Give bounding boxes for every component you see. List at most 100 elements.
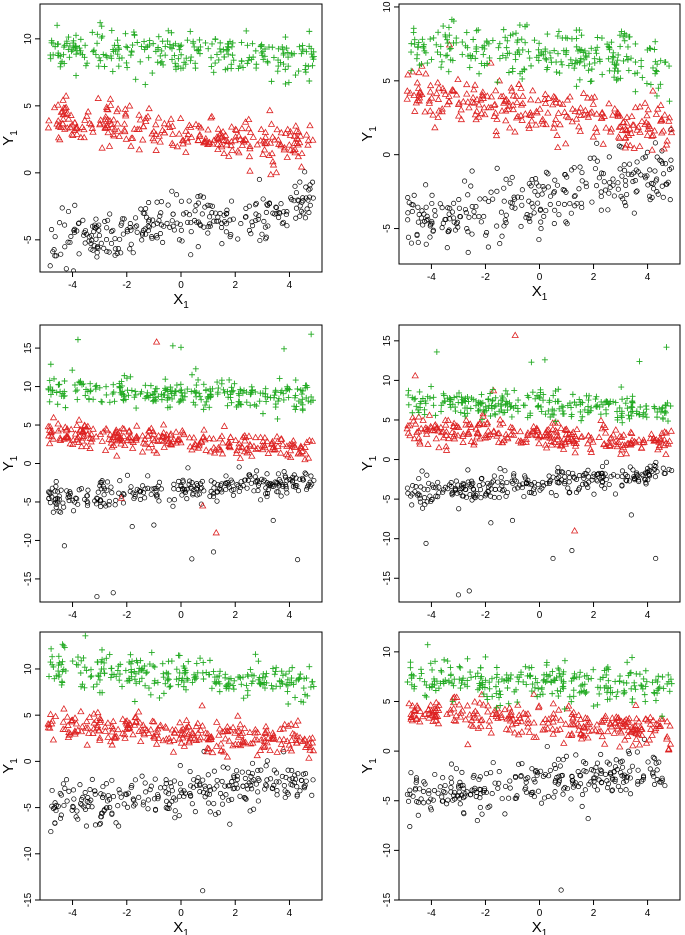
- circle-point: [194, 486, 200, 492]
- y-axis-label: Y1: [0, 758, 20, 774]
- circle-point: [470, 492, 477, 498]
- circle-point: [417, 492, 423, 498]
- circle-point: [274, 489, 280, 495]
- triangle-point: [607, 125, 616, 132]
- triangle-point: [62, 426, 71, 434]
- circle-point: [214, 783, 220, 789]
- plus-point: [238, 39, 245, 46]
- triangle-point: [143, 726, 151, 733]
- circle-point: [225, 765, 231, 771]
- triangle-point: [169, 141, 177, 148]
- circle-point: [442, 216, 448, 223]
- triangle-point: [197, 726, 205, 733]
- triangle-point: [90, 719, 98, 726]
- circle-point: [628, 791, 634, 797]
- circle-point: [104, 798, 111, 804]
- triangle-point: [549, 425, 557, 432]
- circle-point: [155, 794, 161, 800]
- circle-point: [171, 795, 177, 801]
- circle-point: [174, 220, 180, 226]
- triangle-point: [57, 123, 65, 130]
- circle-point: [285, 767, 291, 773]
- plus-point: [138, 666, 145, 673]
- triangle-point: [218, 449, 227, 457]
- circle-point: [276, 779, 282, 785]
- plus-point: [446, 46, 453, 53]
- triangle-point: [549, 100, 557, 108]
- plus-point: [606, 44, 613, 51]
- triangle-point: [573, 425, 581, 432]
- plus-point: [551, 676, 558, 683]
- circle-point: [619, 482, 625, 488]
- triangle-point: [556, 99, 564, 106]
- triangle-point: [190, 443, 199, 450]
- triangle-point: [565, 702, 573, 709]
- plus-point: [209, 40, 216, 47]
- plus-point: [303, 394, 310, 401]
- triangle-point: [108, 727, 116, 735]
- circle-point: [229, 796, 235, 802]
- plus-point: [229, 52, 236, 59]
- plus-point: [560, 404, 567, 411]
- circle-point: [134, 486, 140, 492]
- triangle-point: [154, 437, 162, 444]
- plus-point: [99, 656, 106, 663]
- plus-point: [275, 63, 282, 70]
- triangle-point: [510, 427, 518, 434]
- circle-point: [180, 211, 187, 217]
- triangle-point: [613, 722, 622, 729]
- circle-point: [513, 795, 519, 801]
- circle-point: [426, 480, 432, 486]
- circle-point: [263, 209, 269, 215]
- triangle-point: [150, 446, 158, 454]
- triangle-point: [133, 125, 141, 132]
- plus-point: [581, 681, 588, 688]
- plus-point: [409, 409, 416, 416]
- circle-point: [556, 474, 562, 480]
- triangle-point: [627, 439, 636, 446]
- plus-point: [170, 42, 177, 49]
- triangle-point: [154, 114, 163, 121]
- plus-point: [214, 673, 221, 680]
- circle-point: [591, 491, 597, 497]
- plus-point: [284, 383, 291, 390]
- plus-point: [299, 47, 306, 54]
- triangle-point: [304, 454, 313, 461]
- plus-point: [267, 394, 274, 401]
- plus-point: [108, 665, 115, 672]
- triangle-point: [141, 724, 149, 731]
- plus-point: [517, 70, 524, 77]
- triangle-point: [530, 690, 538, 697]
- circle-point: [586, 781, 592, 787]
- plus-point: [496, 688, 503, 695]
- plus-point: [540, 397, 547, 404]
- triangle-point: [424, 705, 433, 712]
- circle-point: [74, 808, 80, 814]
- plus-point: [494, 79, 501, 86]
- plus-point: [159, 660, 166, 667]
- triangle-point: [63, 713, 72, 720]
- triangle-point: [660, 144, 668, 152]
- plus-point: [74, 654, 81, 661]
- plus-point: [657, 57, 664, 64]
- circle-point: [585, 816, 591, 822]
- circle-point: [188, 783, 194, 789]
- triangle-point: [263, 738, 271, 746]
- circle-point: [593, 477, 599, 483]
- triangle-point: [99, 428, 107, 435]
- circle-point: [554, 774, 560, 780]
- plus-point: [197, 393, 204, 400]
- circle-point: [151, 522, 157, 528]
- circle-point: [507, 785, 513, 791]
- triangle-point: [462, 416, 470, 423]
- plus-point: [123, 43, 130, 50]
- plus-point: [480, 51, 487, 58]
- circle-point: [578, 200, 585, 206]
- plus-point: [556, 70, 563, 77]
- plus-point: [434, 49, 441, 56]
- triangle-point: [502, 116, 510, 124]
- circle-point: [489, 791, 495, 797]
- triangle-point: [61, 423, 69, 430]
- circle-point: [423, 540, 429, 546]
- plus-point: [235, 674, 242, 681]
